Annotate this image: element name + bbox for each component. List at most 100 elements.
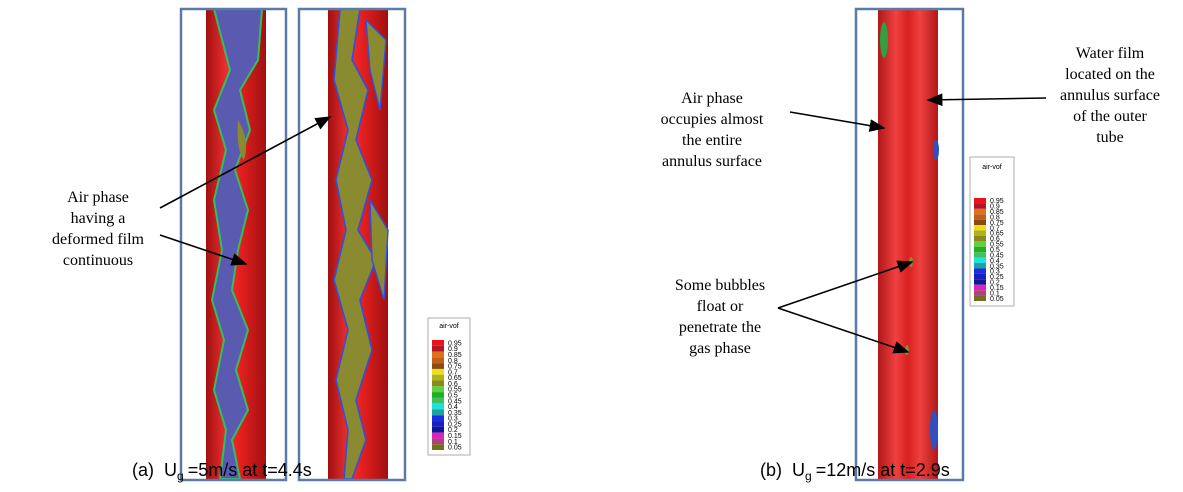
annotation-line: the entire bbox=[682, 132, 742, 149]
annotation-line: penetrate the bbox=[679, 319, 761, 336]
caption-text: =12m/s at t=2.9s bbox=[816, 460, 950, 480]
caption-text: =5m/s at t=4.4s bbox=[188, 460, 312, 480]
legend-swatch bbox=[974, 241, 986, 247]
legend-swatch bbox=[432, 340, 444, 346]
legend-label: 0.45 bbox=[448, 398, 462, 405]
legend-swatch bbox=[432, 386, 444, 393]
legend-swatch bbox=[974, 198, 986, 204]
annotation-line: Some bubbles bbox=[675, 277, 765, 294]
tube-contour bbox=[179, 7, 288, 482]
legend-swatch bbox=[974, 263, 986, 269]
annotation-line: tube bbox=[1096, 129, 1124, 146]
legend-label: 0.55 bbox=[448, 387, 462, 394]
tube-contour bbox=[854, 7, 965, 482]
annotation-line: occupies almost bbox=[661, 111, 764, 128]
legend-swatch bbox=[974, 295, 986, 301]
legend-swatch bbox=[974, 257, 986, 264]
caption-subscript: g bbox=[177, 469, 184, 483]
legend-swatch bbox=[974, 284, 986, 291]
annotation-line: annulus surface bbox=[662, 153, 762, 170]
annotation-line: Air phase bbox=[67, 189, 129, 206]
legend-title: air-vof bbox=[982, 164, 1002, 171]
legend-label: 0.25 bbox=[448, 421, 462, 428]
legend-swatch bbox=[974, 203, 986, 209]
legend-label: 0.4 bbox=[990, 258, 1000, 265]
legend-label: 0.9 bbox=[448, 346, 458, 353]
legend-label: 0.4 bbox=[448, 404, 458, 411]
legend-label: 0.55 bbox=[990, 242, 1004, 249]
caption-label: (a) bbox=[132, 460, 154, 480]
legend-label: 0.45 bbox=[990, 252, 1004, 259]
legend-label: 0.5 bbox=[448, 393, 458, 400]
legend-label: 0.05 bbox=[448, 445, 462, 452]
legend-label: 0.8 bbox=[448, 358, 458, 365]
annotation-line: having a bbox=[71, 210, 126, 227]
caption-symbol: U bbox=[164, 460, 177, 480]
annotation-line: located on the bbox=[1065, 66, 1155, 83]
caption: (a) Ug =5m/s at t=4.4s bbox=[132, 460, 312, 483]
annotation-line: float or bbox=[697, 298, 744, 315]
color-legend: air-vof0.950.90.850.80.750.70.650.60.550… bbox=[427, 317, 471, 456]
legend-swatch bbox=[432, 409, 444, 416]
caption-label: (b) bbox=[760, 460, 782, 480]
legend-swatch bbox=[432, 397, 444, 404]
legend-label: 0.65 bbox=[990, 231, 1004, 238]
legend-label: 0.15 bbox=[990, 285, 1004, 292]
arrows bbox=[159, 93, 1047, 354]
legend-swatch bbox=[974, 279, 986, 285]
legend-label: 0.2 bbox=[448, 427, 458, 434]
legend-label: 0.85 bbox=[448, 352, 462, 359]
legend-swatch bbox=[974, 235, 986, 242]
legend-swatch bbox=[974, 268, 986, 274]
legend-swatch bbox=[974, 252, 986, 258]
legend-swatch bbox=[974, 290, 986, 296]
annotation-line: deformed film bbox=[52, 231, 145, 248]
legend-swatch bbox=[432, 392, 444, 398]
legend-swatch bbox=[432, 426, 444, 433]
legend-label: 0.05 bbox=[990, 296, 1004, 303]
caption: (b) Ug =12m/s at t=2.9s bbox=[760, 460, 950, 483]
annotation-line: continuous bbox=[63, 252, 133, 269]
legend-swatch bbox=[974, 219, 986, 226]
legend-swatch bbox=[432, 444, 444, 450]
annotation-line: of the outer bbox=[1073, 108, 1147, 125]
legend-label: 0.35 bbox=[448, 410, 462, 417]
legend-swatch bbox=[974, 208, 986, 215]
annotation-line: annulus surface bbox=[1060, 87, 1160, 104]
legend-swatch bbox=[974, 273, 986, 280]
legend-swatch bbox=[974, 230, 986, 236]
legend-swatch bbox=[432, 368, 444, 375]
legend-label: 0.6 bbox=[990, 236, 1000, 243]
legend-label: 0.35 bbox=[990, 263, 1004, 270]
legend-label: 0.9 bbox=[990, 204, 1000, 211]
tube-contour bbox=[297, 7, 407, 482]
legend-swatch bbox=[432, 415, 444, 422]
legend-swatch bbox=[974, 246, 986, 253]
legend-label: 0.75 bbox=[990, 220, 1004, 227]
legend-swatch bbox=[432, 363, 444, 369]
annotation-line: Water film bbox=[1076, 45, 1145, 62]
legend-label: 0.85 bbox=[990, 209, 1004, 216]
legend-swatch bbox=[432, 432, 444, 439]
legend-label: 0.75 bbox=[448, 364, 462, 371]
legend-label: 0.6 bbox=[448, 381, 458, 388]
legend-label: 0.7 bbox=[990, 225, 1000, 232]
legend-swatch bbox=[432, 403, 444, 410]
legend-label: 0.5 bbox=[990, 247, 1000, 254]
legend-label: 0.25 bbox=[990, 274, 1004, 281]
legend-label: 0.95 bbox=[448, 340, 462, 347]
legend-swatch bbox=[432, 421, 444, 427]
legend-swatch bbox=[974, 225, 986, 231]
legend-label: 0.8 bbox=[990, 214, 1000, 221]
caption-symbol: U bbox=[792, 460, 805, 480]
annotation-line: Air phase bbox=[681, 90, 743, 107]
legend-label: 0.3 bbox=[990, 269, 1000, 276]
legend-label: 0.65 bbox=[448, 375, 462, 382]
legend-label: 0.1 bbox=[448, 439, 458, 446]
legend-swatch bbox=[974, 214, 986, 220]
legend-swatch bbox=[432, 351, 444, 358]
legend-swatch bbox=[432, 380, 444, 387]
caption-subscript: g bbox=[805, 469, 812, 483]
legend-swatch bbox=[432, 357, 444, 364]
